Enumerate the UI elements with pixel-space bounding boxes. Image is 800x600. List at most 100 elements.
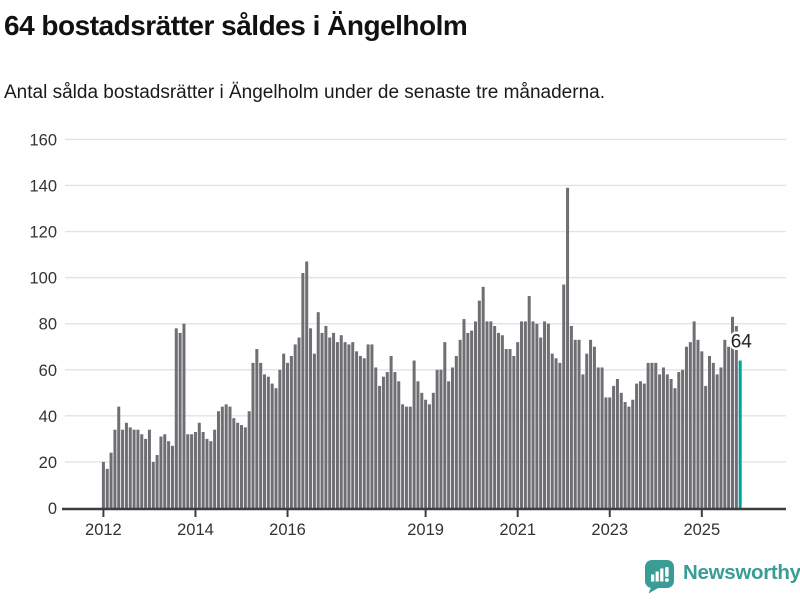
y-axis-tick-label: 120 xyxy=(29,224,57,242)
bar xyxy=(573,339,577,508)
bar xyxy=(615,378,619,508)
bar xyxy=(497,332,501,508)
x-axis-tick-label: 2016 xyxy=(269,521,306,539)
bar xyxy=(347,344,351,508)
bar xyxy=(301,273,305,508)
bar xyxy=(619,392,623,508)
chart-title: 64 bostadsrätter såldes i Ängelholm xyxy=(4,10,468,41)
bar xyxy=(397,381,401,508)
bar xyxy=(646,362,650,508)
bar xyxy=(612,385,616,508)
bar xyxy=(661,367,665,508)
bar xyxy=(193,431,197,508)
bar xyxy=(692,321,696,508)
bar xyxy=(305,261,309,508)
bar xyxy=(665,374,669,508)
bar xyxy=(240,425,243,508)
bar xyxy=(224,404,228,508)
bar xyxy=(124,422,128,508)
bar xyxy=(681,369,685,508)
bar xyxy=(508,349,512,508)
bar xyxy=(274,388,278,508)
bar xyxy=(466,332,470,508)
y-axis-tick-label: 0 xyxy=(48,500,57,518)
bar xyxy=(117,406,121,508)
bar-value-label: 64 xyxy=(731,332,753,353)
bar xyxy=(159,436,163,508)
bar xyxy=(734,326,738,508)
bar xyxy=(512,355,516,508)
bar xyxy=(592,346,596,508)
bar xyxy=(205,438,209,508)
bar xyxy=(351,342,355,508)
newsworthy-bars-icon xyxy=(644,559,675,594)
bar xyxy=(550,353,554,508)
bar xyxy=(642,383,646,508)
bar xyxy=(673,388,677,508)
bar xyxy=(650,362,654,508)
bar xyxy=(447,381,451,508)
bar xyxy=(381,376,385,508)
y-axis-tick-label: 60 xyxy=(39,362,57,380)
bar xyxy=(604,397,608,508)
bar xyxy=(251,362,255,508)
x-axis-tick-label: 2019 xyxy=(407,521,444,539)
bar xyxy=(297,337,301,508)
bar xyxy=(358,355,362,508)
bar xyxy=(155,455,159,508)
bar xyxy=(688,342,692,508)
bar xyxy=(312,353,316,508)
bar xyxy=(527,296,531,508)
bar xyxy=(259,362,263,508)
bar xyxy=(719,367,723,508)
bar xyxy=(220,406,224,508)
bar xyxy=(136,429,140,508)
bar xyxy=(462,319,466,508)
x-axis-tick-label: 2021 xyxy=(499,521,536,539)
bar xyxy=(182,323,186,508)
bar xyxy=(389,355,393,508)
bar xyxy=(543,321,547,508)
bar xyxy=(355,351,359,509)
bar xyxy=(677,372,681,508)
y-axis-tick-label: 80 xyxy=(39,316,57,334)
bar xyxy=(727,346,731,508)
bar xyxy=(243,427,247,508)
x-axis-tick-label: 2025 xyxy=(683,521,720,539)
bar xyxy=(247,411,251,508)
bar xyxy=(623,402,627,508)
bar xyxy=(416,381,420,508)
bar xyxy=(339,335,343,508)
bar xyxy=(132,429,136,508)
bar xyxy=(167,441,171,508)
bar xyxy=(473,321,477,508)
chart-subtitle: Antal sålda bostadsrätter i Ängelholm un… xyxy=(4,82,605,103)
bar xyxy=(450,367,454,508)
bar xyxy=(520,321,524,508)
bar xyxy=(197,422,201,508)
bar xyxy=(140,434,144,508)
bar xyxy=(539,337,543,508)
bar xyxy=(596,367,600,508)
y-axis-tick-label: 140 xyxy=(29,177,57,195)
bar xyxy=(374,367,378,508)
bar xyxy=(715,374,719,508)
bar xyxy=(385,372,389,508)
bar xyxy=(263,374,267,508)
bar xyxy=(581,374,585,508)
bar xyxy=(424,399,428,508)
bar xyxy=(174,328,178,508)
bar xyxy=(627,406,631,508)
x-axis-tick-label: 2012 xyxy=(85,521,122,539)
bar xyxy=(684,346,688,508)
bar xyxy=(516,342,520,508)
y-axis-tick-label: 40 xyxy=(39,408,57,426)
bar xyxy=(320,332,324,508)
bar xyxy=(470,330,474,508)
newsworthy-logo[interactable]: Newsworthy xyxy=(644,559,800,594)
bar xyxy=(669,378,673,508)
bar xyxy=(535,323,539,508)
bar xyxy=(236,422,240,508)
y-axis-tick-label: 100 xyxy=(29,270,57,288)
bar xyxy=(278,369,282,508)
